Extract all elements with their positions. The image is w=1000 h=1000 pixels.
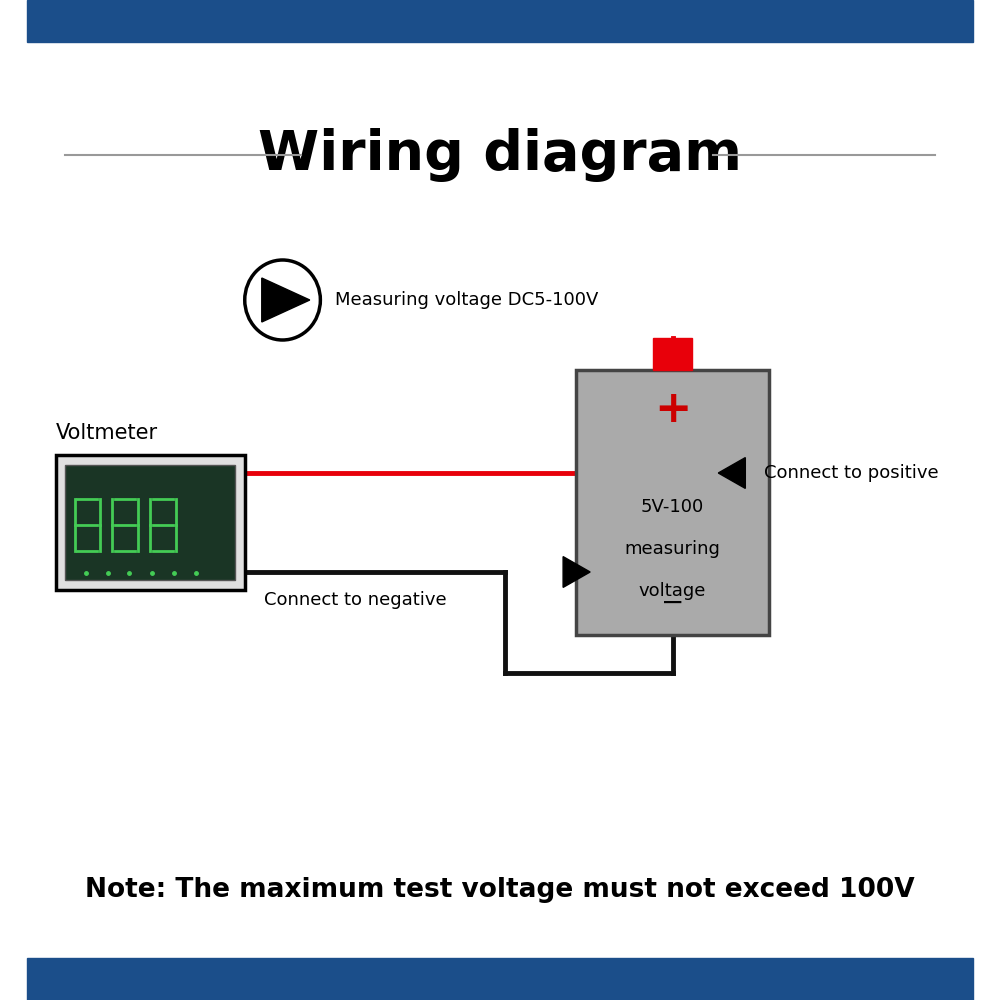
Text: −: −: [661, 589, 684, 617]
Bar: [27, 0, 973, 42]
Bar: [27, 958, 973, 1000]
Text: Connect to positive: Connect to positive: [764, 464, 939, 482]
Polygon shape: [718, 458, 745, 488]
Text: Wiring diagram: Wiring diagram: [258, 128, 742, 182]
Polygon shape: [262, 278, 310, 322]
Text: Connect to negative: Connect to negative: [264, 591, 446, 609]
Bar: [56, 455, 245, 590]
Text: Note: The maximum test voltage must not exceed 100V: Note: The maximum test voltage must not …: [85, 877, 915, 903]
Bar: [576, 370, 769, 635]
Text: 5V-100: 5V-100: [641, 498, 704, 516]
Text: measuring: measuring: [625, 540, 720, 558]
Bar: [653, 338, 692, 370]
Text: voltage: voltage: [639, 582, 706, 600]
Polygon shape: [563, 557, 590, 587]
Bar: [65, 465, 235, 580]
Text: +: +: [654, 388, 691, 432]
Text: Measuring voltage DC5-100V: Measuring voltage DC5-100V: [335, 291, 598, 309]
Text: Voltmeter: Voltmeter: [56, 423, 158, 443]
